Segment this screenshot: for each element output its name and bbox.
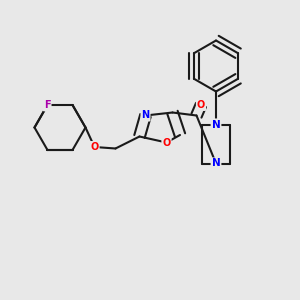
Text: O: O [162,137,171,148]
Text: N: N [212,158,220,169]
Text: N: N [212,119,220,130]
Text: F: F [44,100,51,110]
Text: O: O [197,100,205,110]
Text: N: N [141,110,150,121]
Text: O: O [90,142,99,152]
